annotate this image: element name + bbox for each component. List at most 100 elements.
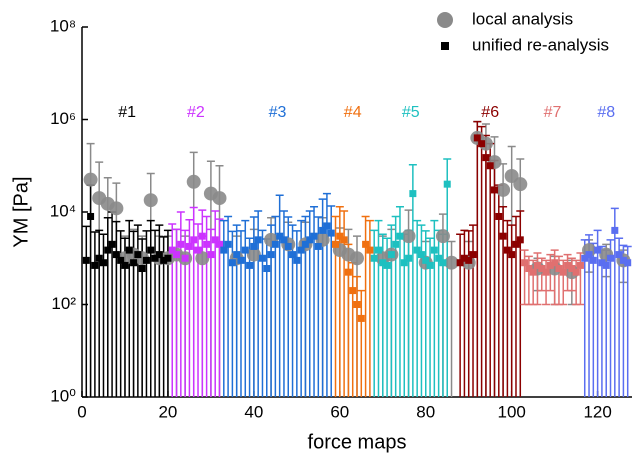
error-bar (112, 220, 121, 397)
unified-point (284, 242, 292, 250)
unified-point (465, 256, 473, 264)
unified-point (271, 240, 279, 248)
group-label: #4 (344, 104, 362, 121)
unified-point (220, 246, 228, 254)
unified-point (564, 261, 572, 269)
unified-point (258, 254, 266, 262)
local-point (513, 177, 528, 192)
unified-point (598, 259, 606, 267)
unified-point (293, 256, 301, 264)
unified-point (267, 251, 275, 259)
local-point (83, 172, 98, 187)
local-point (350, 251, 364, 266)
unified-point (306, 236, 314, 244)
unified-point (521, 259, 529, 267)
unified-point (568, 265, 576, 273)
unified-point (177, 240, 185, 248)
unified-point (121, 261, 129, 269)
unified-point (168, 246, 176, 254)
unified-point (117, 256, 125, 264)
unified-point (164, 254, 172, 262)
group-label: #7 (544, 104, 562, 121)
y-tick-label: 10⁶ (50, 109, 76, 128)
local-point (109, 201, 124, 216)
unified-point (130, 259, 138, 267)
error-bar (155, 224, 164, 397)
unified-point (525, 265, 533, 273)
unified-point (336, 232, 344, 240)
local-point (186, 174, 201, 189)
error-bar (262, 238, 271, 397)
error-bar (443, 158, 452, 397)
group-label: #1 (118, 104, 136, 121)
x-tick-label: 40 (244, 402, 263, 421)
unified-point (422, 256, 430, 264)
unified-point (95, 254, 103, 262)
x-tick-label: 60 (330, 402, 349, 421)
error-bar (477, 125, 486, 397)
unified-point (435, 254, 443, 262)
unified-point (538, 265, 546, 273)
unified-point (190, 236, 198, 244)
unified-point (383, 261, 391, 269)
local-point (246, 247, 261, 262)
unified-point (533, 261, 541, 269)
group-label: #8 (597, 104, 615, 121)
local-point (401, 229, 416, 244)
local-point (212, 191, 227, 206)
unified-point (619, 256, 627, 264)
x-tick-label: 0 (77, 402, 86, 421)
unified-point (405, 254, 413, 262)
unified-point (555, 265, 563, 273)
unified-point (246, 261, 254, 269)
unified-point (147, 246, 155, 254)
unified-point (250, 242, 258, 250)
unified-point (185, 242, 193, 250)
error-bar (606, 239, 615, 397)
unified-point (508, 251, 516, 259)
unified-point (594, 246, 602, 254)
error-bar (593, 229, 602, 397)
unified-point (310, 232, 318, 240)
unified-point (155, 251, 163, 259)
unified-point (581, 254, 589, 262)
group-label: #2 (187, 104, 205, 121)
error-bar (473, 120, 482, 397)
unified-point (499, 232, 507, 240)
unified-point (173, 251, 181, 259)
error-bar (108, 211, 117, 397)
unified-point (559, 268, 567, 276)
group-label: #3 (269, 104, 287, 121)
unified-point (443, 180, 451, 188)
error-bar (348, 261, 357, 397)
y-tick-label: 10⁰ (50, 386, 76, 405)
unified-point (332, 240, 340, 248)
unified-point (426, 261, 434, 269)
unified-point (491, 186, 498, 194)
error-bar (486, 142, 495, 397)
error-bar (481, 134, 490, 397)
group-label: #6 (481, 104, 499, 121)
local-point (195, 251, 210, 266)
unified-point (607, 254, 615, 262)
y-tick-label: 10² (51, 294, 76, 313)
error-bar (585, 234, 594, 397)
error-bar (353, 275, 361, 397)
unified-point (142, 256, 150, 264)
unified-point (301, 240, 309, 248)
legend-marker (441, 42, 449, 50)
unified-point (323, 222, 331, 230)
unified-point (276, 232, 284, 240)
unified-point (478, 140, 486, 148)
unified-point (460, 254, 468, 262)
unified-point (263, 265, 271, 273)
unified-point (615, 251, 623, 259)
unified-point (370, 254, 378, 262)
local-point (143, 193, 158, 208)
unified-point (392, 240, 400, 248)
error-bar (580, 239, 589, 397)
unified-point (125, 246, 133, 254)
y-tick-label: 10⁸ (50, 16, 76, 35)
unified-point (400, 259, 408, 267)
error-bar (90, 231, 99, 397)
